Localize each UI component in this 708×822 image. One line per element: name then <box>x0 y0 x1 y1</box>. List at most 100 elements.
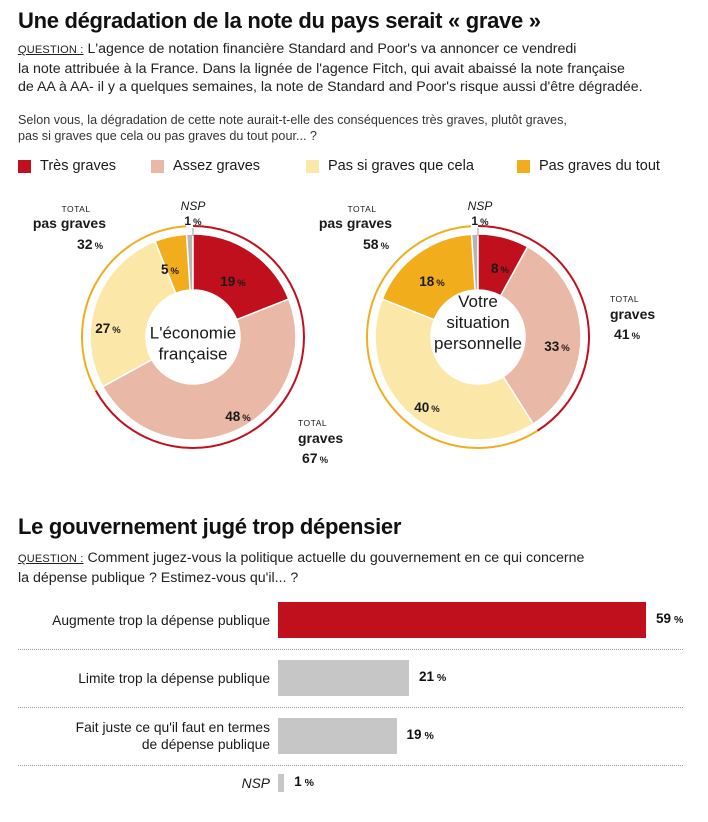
donut-value-pas-si-graves: 27% <box>95 321 121 336</box>
pct-sign: % <box>671 614 684 626</box>
pct-sign: % <box>237 278 246 289</box>
nsp-label: NSP <box>468 199 493 213</box>
legend-item-pas-graves-du-tout: Pas graves du tout <box>517 158 660 174</box>
pct-sign: % <box>434 672 447 684</box>
donut-value-assez-graves: 33% <box>544 339 570 354</box>
bar-value-number: 1 <box>294 774 302 789</box>
bar-1 <box>278 602 646 638</box>
section1-title: Une dégradation de la note du pays serai… <box>18 8 541 33</box>
legend-label: Pas si graves que cela <box>328 158 474 174</box>
pct-sign: % <box>95 241 104 252</box>
center-label-line: Votre <box>458 292 498 311</box>
total-graves-label: graves <box>298 430 343 446</box>
total-graves-value: 67% <box>302 450 329 466</box>
donut-slice-pas-graves-du-tout <box>381 233 476 321</box>
donut-value-assez-graves: 48% <box>225 409 251 424</box>
subquestion-line-2: pas si graves que cela ou pas graves du … <box>18 129 317 143</box>
total-pas-graves-label: pas graves <box>319 215 392 231</box>
center-label-line: française <box>159 345 228 364</box>
total-graves-ring <box>477 225 590 432</box>
question-label: QUESTION : <box>18 553 84 565</box>
question-label: QUESTION : <box>18 44 84 56</box>
bar-category-label: NSP <box>10 775 270 792</box>
legend-item-pas-si-graves: Pas si graves que cela <box>306 158 474 174</box>
legend-swatch <box>517 159 530 173</box>
donut-slice-assez-graves <box>499 245 582 426</box>
bar-value-number: 59 <box>656 611 672 626</box>
bar-value-label: 1 % <box>294 774 314 789</box>
donut-slice-pas-si-graves <box>374 298 535 441</box>
nsp-label: NSP <box>181 199 206 213</box>
total-graves-ring <box>94 225 305 449</box>
total-pas-graves-label: pas graves <box>33 215 106 231</box>
donut-slice-pas-si-graves <box>89 240 177 388</box>
total-caption: TOTAL <box>347 204 376 214</box>
donut-value-pas-graves-du-tout: 5% <box>161 262 180 277</box>
pct-sign: % <box>436 278 445 289</box>
total-caption: TOTAL <box>61 204 90 214</box>
bar-3 <box>278 718 397 754</box>
bar-category-line: Augmente trop la dépense publique <box>52 612 270 628</box>
section1-question: QUESTION : L'agence de notation financiè… <box>18 40 698 97</box>
bar-2 <box>278 660 409 696</box>
bar-category-label: Limite trop la dépense publique <box>10 670 270 687</box>
donut-value-pas-graves-du-tout: 18% <box>419 274 445 289</box>
total-pas-graves-value: 32% <box>77 236 104 252</box>
center-label-line: L'économie <box>150 324 236 343</box>
donut-slice-pas-graves-du-tout <box>154 233 191 295</box>
bar-chart: Augmente trop la dépense publique 59 % Lim… <box>0 590 708 822</box>
section1-subquestion: Selon vous, la dégradation de cette note… <box>18 112 698 144</box>
question-line-2: la dépense publique ? Estimez-vous qu'il… <box>18 569 299 586</box>
bar-4 <box>278 774 285 792</box>
total-pas-graves-ring <box>81 225 187 391</box>
total-graves-value: 41% <box>614 326 641 342</box>
bar-value-number: 21 <box>418 669 434 684</box>
bar-category-label: Augmente trop la dépense publique <box>10 612 270 629</box>
bar-value-label: 19 % <box>407 727 434 742</box>
legend-label: Très graves <box>40 158 117 174</box>
question-line-2: la note attribuée à la France. Dans la l… <box>18 60 625 77</box>
legend: Très graves Assez graves Pas si graves q… <box>18 158 708 178</box>
donut-value-tres-graves: 8% <box>491 261 510 276</box>
legend-swatch <box>306 159 319 173</box>
bar-category-line: Fait juste ce qu'il faut en termes <box>75 720 270 735</box>
subquestion-line-1: Selon vous, la dégradation de cette note… <box>18 113 567 127</box>
pct-sign: % <box>193 217 202 228</box>
donut-value-nsp: 1% <box>471 214 489 228</box>
pct-sign: % <box>632 331 641 342</box>
donut-value-pas-si-graves: 40% <box>414 400 440 415</box>
pct-sign: % <box>431 404 440 415</box>
row-separator <box>18 765 683 766</box>
pct-sign: % <box>501 265 510 276</box>
total-caption: TOTAL <box>610 294 639 304</box>
bar-category-label: Fait juste ce qu'il faut en termes de dép… <box>10 719 270 753</box>
bar-category-line: Limite trop la dépense publique <box>78 670 270 686</box>
bar-category-line: NSP <box>241 775 270 791</box>
pct-sign: % <box>242 413 251 424</box>
pct-sign: % <box>480 217 489 228</box>
section2-question: QUESTION : Comment jugez-vous la politiq… <box>18 549 698 587</box>
pct-sign: % <box>561 343 570 354</box>
legend-swatch <box>151 159 164 173</box>
legend-swatch <box>18 159 31 173</box>
donut-value-tres-graves: 19% <box>220 274 246 289</box>
pct-sign: % <box>421 730 434 742</box>
bar-value-number: 19 <box>406 727 422 742</box>
donut-slice-assez-graves <box>101 298 297 441</box>
pct-sign: % <box>320 455 329 466</box>
question-line-1: L'agence de notation financière Standard… <box>83 41 577 57</box>
pct-sign: % <box>381 241 390 252</box>
row-separator <box>18 707 683 708</box>
bar-category-line: de dépense publique <box>141 737 270 752</box>
center-label-line: personnelle <box>434 334 522 353</box>
pct-sign: % <box>301 777 315 789</box>
total-pas-graves-value: 58% <box>363 236 390 252</box>
question-line-1: Comment jugez-vous la politique actuelle… <box>83 550 585 566</box>
question-line-3: de AA à AA- il y a quelques semaines, la… <box>18 79 643 95</box>
donut-slice-tres-graves <box>192 233 290 321</box>
center-label-line: situation <box>446 313 509 332</box>
section2-title: Le gouvernement jugé trop dépensier <box>18 514 402 539</box>
total-graves-label: graves <box>610 306 655 322</box>
legend-item-assez-graves: Assez graves <box>151 158 260 174</box>
